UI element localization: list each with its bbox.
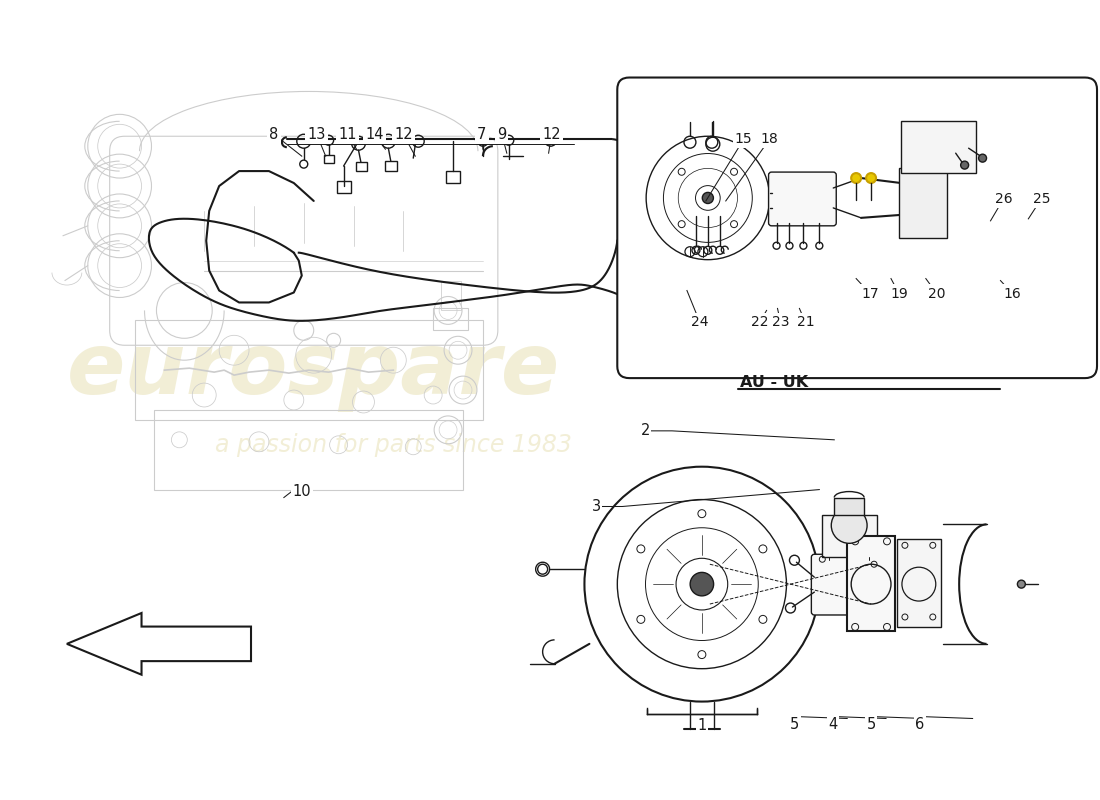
Polygon shape [67,613,251,674]
Text: 6: 6 [915,717,924,732]
Text: 18: 18 [761,132,779,146]
Bar [901,122,976,173]
Bar [441,281,461,310]
Bar [134,320,483,420]
Bar [355,162,367,171]
Text: 12: 12 [542,126,561,142]
Circle shape [851,173,861,183]
Text: 8: 8 [270,126,278,142]
FancyBboxPatch shape [769,172,836,226]
Text: 12: 12 [394,126,412,142]
Text: 23: 23 [772,315,790,330]
Text: 1: 1 [697,718,706,733]
Bar [823,515,877,558]
Bar [847,536,895,631]
Text: 22: 22 [751,315,769,330]
Text: 25: 25 [1033,192,1050,206]
Text: 14: 14 [365,126,384,142]
Bar [896,539,940,627]
Bar [433,309,468,330]
Text: 13: 13 [308,126,326,142]
Circle shape [690,572,714,596]
Bar [447,171,460,183]
Bar [834,498,865,515]
Text: 5: 5 [790,717,799,732]
Text: 21: 21 [796,315,814,330]
Circle shape [979,154,987,162]
Circle shape [1018,580,1025,588]
Text: AU - UK: AU - UK [739,374,807,390]
Text: 20: 20 [928,286,946,301]
Text: 19: 19 [890,286,908,301]
Circle shape [702,193,714,203]
Text: 9: 9 [497,126,506,142]
Text: 15: 15 [735,132,752,146]
Circle shape [300,160,308,168]
Bar [337,181,351,193]
Text: 7: 7 [477,126,486,142]
Text: 17: 17 [861,286,879,301]
Text: 2: 2 [640,423,650,438]
Text: 4: 4 [828,717,838,732]
Circle shape [832,507,867,543]
Text: eurospare: eurospare [67,329,560,412]
Text: 10: 10 [293,484,311,499]
Bar [899,168,947,238]
Text: 24: 24 [691,315,708,330]
Text: 5: 5 [867,717,876,732]
Bar [154,410,463,490]
Circle shape [866,173,876,183]
FancyBboxPatch shape [617,78,1097,378]
Bar [323,155,333,163]
Text: 26: 26 [994,192,1012,206]
FancyBboxPatch shape [812,554,895,615]
Text: 11: 11 [339,126,356,142]
Text: 3: 3 [592,499,601,514]
Text: a passion for parts since 1983: a passion for parts since 1983 [214,433,572,457]
Text: 16: 16 [1003,286,1021,301]
Circle shape [960,161,969,169]
Bar [385,161,397,171]
